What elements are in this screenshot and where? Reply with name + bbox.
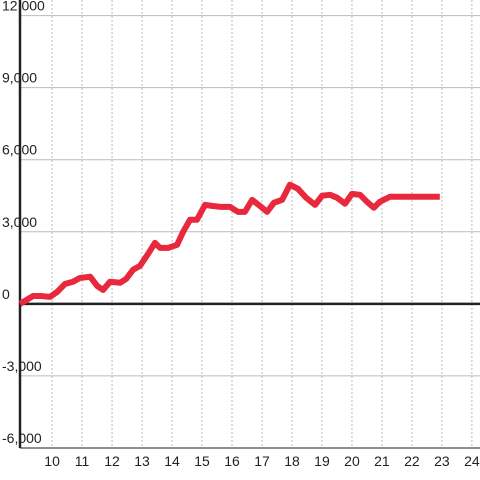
x-tick-label: 12 [104,453,120,469]
x-tick-label: 15 [194,453,210,469]
x-tick-label: 13 [134,453,150,469]
y-tick-label: -6,000 [2,430,42,446]
y-tick-label: -3,000 [2,358,42,374]
x-tick-label: 14 [164,453,180,469]
y-tick-label: 0 [2,286,10,302]
x-tick-label: 16 [224,453,240,469]
x-tick-label: 20 [344,453,360,469]
x-tick-label: 19 [314,453,330,469]
y-tick-label: 12,000 [2,0,45,14]
x-tick-label: 24 [464,453,480,469]
line [18,181,440,307]
x-tick-label: 21 [374,453,390,469]
x-tick-label: 22 [404,453,420,469]
x-tick-label: 18 [284,453,300,469]
x-tick-label: 11 [75,453,90,469]
x-tick-label: 23 [434,453,450,469]
x-tick-label: 10 [44,453,60,469]
x-tick-label: 17 [254,453,270,469]
